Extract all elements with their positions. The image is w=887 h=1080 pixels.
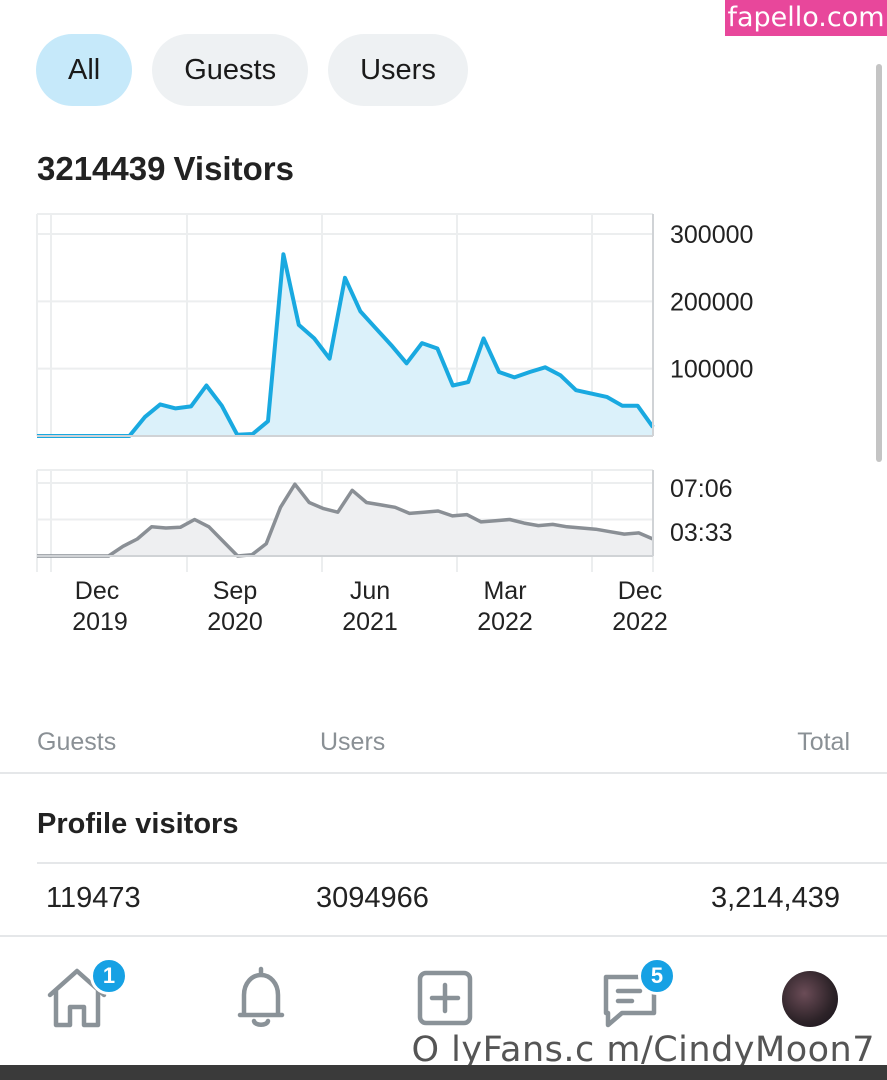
x-tick-month: Mar	[483, 577, 526, 605]
x-tick-month: Dec	[75, 577, 119, 605]
nav-notifications[interactable]	[226, 963, 306, 1043]
visitors-total-heading: 3214439 Visitors	[37, 150, 302, 188]
profile-visitors-title: Profile visitors	[37, 808, 239, 840]
onlyfans-watermark: O lyFans.c m/CindyMoon7	[411, 1030, 875, 1070]
y-tick-label: 03:33	[670, 519, 733, 547]
filter-guests[interactable]: Guests	[152, 34, 309, 106]
y-tick-label: 200000	[670, 288, 753, 316]
y-tick-label: 07:06	[670, 475, 733, 503]
profile-avatar[interactable]	[782, 971, 838, 1027]
x-tick-month: Sep	[213, 577, 257, 605]
visitor-filter-tabs: All Guests Users	[36, 34, 468, 106]
divider	[37, 862, 887, 864]
x-tick-year: 2019	[72, 608, 128, 636]
nav-home[interactable]: 1	[42, 957, 128, 1043]
x-tick-year: 2022	[612, 608, 668, 636]
bottom-navigation: 1 5	[0, 937, 887, 1065]
duration-series-line	[37, 482, 654, 558]
y-tick-label: 100000	[670, 356, 753, 384]
guests-value: 119473	[46, 882, 141, 914]
x-tick-month: Jun	[350, 577, 390, 605]
filter-all[interactable]: All	[36, 34, 133, 106]
visitors-area-fill	[37, 254, 653, 436]
duration-area-fill	[37, 484, 653, 556]
visitors-count: 3214439	[37, 150, 166, 187]
messages-notification-badge: 5	[638, 957, 676, 995]
x-tick-month: Dec	[618, 577, 662, 605]
users-value: 3094966	[316, 882, 429, 914]
header-total: Total	[797, 728, 850, 756]
y-tick-label: 300000	[670, 221, 753, 249]
header-guests: Guests	[37, 728, 117, 756]
x-tick-year: 2021	[342, 608, 398, 636]
filter-users[interactable]: Users	[328, 34, 468, 106]
plus-square-icon	[417, 970, 473, 1026]
bell-icon	[237, 966, 285, 1027]
x-tick-year: 2022	[477, 608, 533, 636]
scrollbar[interactable]	[876, 64, 882, 462]
visitors-series-line	[37, 252, 655, 438]
fapello-watermark: fapello.com	[725, 0, 887, 36]
system-bar	[0, 1065, 887, 1080]
nav-add-post[interactable]	[412, 963, 492, 1043]
divider	[0, 935, 887, 937]
stats-table-header: Guests Users Total	[0, 728, 887, 774]
nav-messages[interactable]: 5	[596, 957, 676, 1043]
visitors-chart: 300000 200000 100000 07:06 03:33 Dec 2019 Sep 20…	[36, 213, 753, 636]
home-notification-badge: 1	[90, 957, 128, 995]
visitors-label: Visitors	[173, 150, 294, 187]
total-value: 3,214,439	[710, 882, 840, 914]
header-users: Users	[320, 728, 386, 756]
x-tick-year: 2020	[207, 608, 263, 636]
